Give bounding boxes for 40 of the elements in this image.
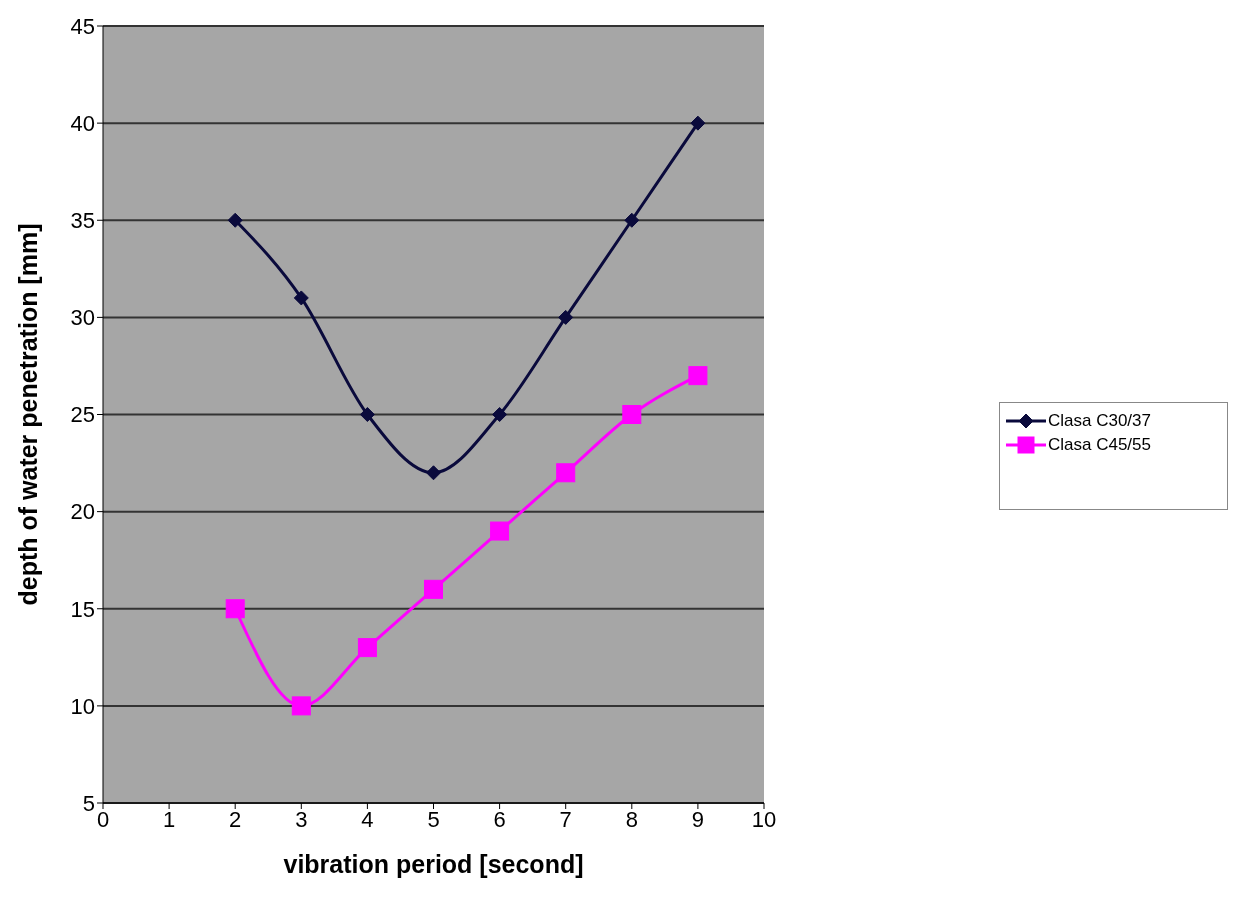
x-tick-label: 0 <box>96 806 110 832</box>
point <box>227 212 243 228</box>
y-tick-label: 20 <box>70 499 95 525</box>
x-tick-label: 5 <box>427 806 440 832</box>
y-tick-label: 30 <box>70 305 95 331</box>
x-tick-label: 2 <box>229 806 242 832</box>
point <box>293 290 309 306</box>
y-tick-label: 25 <box>70 402 95 428</box>
point <box>426 465 441 481</box>
y-tick-label: 5 <box>82 790 95 816</box>
x-tick-label: 10 <box>751 806 777 832</box>
point <box>492 407 508 422</box>
y-tick-label: 10 <box>70 693 95 719</box>
x-tick-label: 4 <box>361 806 374 832</box>
x-tick-label: 3 <box>295 806 308 832</box>
legend-label: Clasa C30/37 <box>1048 410 1152 431</box>
y-axis-title: depth of water penetration [mm] <box>13 223 42 606</box>
y-tick-label: 40 <box>70 110 95 136</box>
point <box>624 212 640 228</box>
y-tick-label: 35 <box>70 208 95 234</box>
point <box>688 366 708 386</box>
point <box>690 115 706 131</box>
point <box>490 521 510 541</box>
x-axis-title: vibration period [second] <box>283 850 584 878</box>
point <box>291 696 311 716</box>
x-tick-label: 8 <box>625 806 638 832</box>
y-tick-label: 15 <box>70 596 95 622</box>
point <box>556 463 576 483</box>
x-tick-label: 1 <box>162 806 176 832</box>
y-tick-label: 45 <box>70 13 95 39</box>
point <box>424 579 443 599</box>
x-tick-label: 9 <box>691 806 705 832</box>
x-tick-label: 6 <box>493 806 506 832</box>
point <box>225 599 245 619</box>
x-tick-label: 7 <box>559 806 572 832</box>
point <box>622 405 642 424</box>
legend-label: Clasa C45/55 <box>1048 434 1152 455</box>
point <box>558 309 574 325</box>
point <box>357 638 377 658</box>
point <box>359 407 375 422</box>
